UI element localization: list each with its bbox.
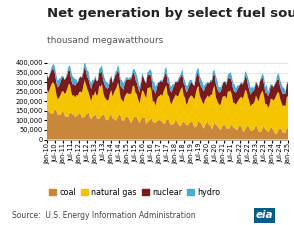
Text: eia: eia bbox=[256, 211, 273, 220]
Text: Source:  U.S. Energy Information Administration: Source: U.S. Energy Information Administ… bbox=[12, 212, 196, 220]
Text: Net generation by select fuel sources: Net generation by select fuel sources bbox=[47, 7, 294, 20]
Legend: coal, natural gas, nuclear, hydro: coal, natural gas, nuclear, hydro bbox=[49, 188, 220, 197]
Text: thousand megawatthours: thousand megawatthours bbox=[47, 36, 163, 45]
